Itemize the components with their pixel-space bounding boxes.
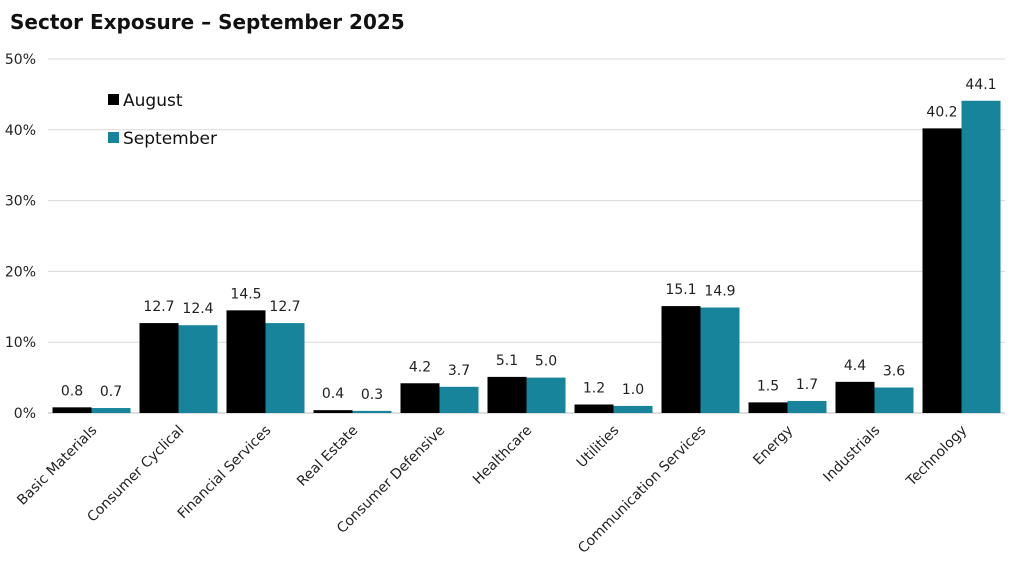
x-tick-label: Healthcare: [470, 423, 535, 488]
bar-august: [139, 323, 179, 413]
x-tick-label: Basic Materials: [14, 423, 100, 509]
data-label: 14.5: [230, 286, 261, 302]
bar-august: [748, 402, 788, 413]
data-label: 40.2: [926, 104, 957, 120]
bar-august: [400, 383, 440, 413]
data-label: 1.0: [622, 382, 644, 398]
y-tick-label: 30%: [5, 194, 36, 210]
data-label: 5.0: [535, 354, 557, 370]
bar-august: [922, 128, 962, 413]
bar-september: [874, 387, 914, 413]
legend-swatch-september: [108, 132, 119, 143]
y-tick-label: 50%: [5, 52, 36, 68]
y-tick-label: 20%: [5, 264, 36, 280]
x-tick-label: Utilities: [574, 423, 623, 472]
bar-september: [526, 377, 566, 413]
y-tick-label: 40%: [5, 123, 36, 139]
bars: [52, 100, 1001, 413]
data-label: 3.7: [448, 363, 470, 379]
data-label: 1.2: [583, 381, 605, 397]
x-tick-label: Energy: [750, 423, 796, 469]
legend-label-september: September: [123, 129, 217, 149]
data-label: 1.7: [796, 377, 818, 393]
bar-august: [313, 410, 353, 413]
bar-august: [661, 306, 701, 413]
bar-august: [574, 404, 614, 413]
data-label: 12.7: [269, 299, 300, 315]
bar-september: [439, 386, 479, 413]
data-label: 1.5: [757, 378, 779, 394]
bar-september: [613, 405, 653, 413]
bar-august: [52, 407, 92, 413]
bar-september: [178, 325, 218, 413]
y-tick-label: 0%: [14, 406, 36, 422]
x-tick-label: Industrials: [820, 423, 883, 486]
y-tick-label: 10%: [5, 335, 36, 351]
legend-label-august: August: [123, 91, 183, 111]
chart-title: Sector Exposure – September 2025: [10, 10, 405, 34]
x-tick-label: Consumer Cyclical: [84, 423, 187, 526]
bar-september: [787, 400, 827, 413]
data-label: 0.7: [100, 384, 122, 400]
bar-september: [265, 323, 305, 413]
data-label: 0.3: [361, 387, 383, 403]
data-label: 44.1: [965, 77, 996, 93]
data-label: 4.2: [409, 359, 431, 375]
y-axis: 0% 10% 20% 30% 40% 50%: [5, 52, 36, 422]
x-tick-label: Real Estate: [294, 423, 361, 490]
data-label: 12.7: [143, 299, 174, 315]
bar-august: [487, 376, 527, 413]
bar-september: [91, 408, 131, 413]
bar-august: [226, 310, 266, 413]
x-tick-label: Financial Services: [175, 423, 275, 523]
bar-august: [835, 381, 875, 413]
bar-september: [700, 307, 740, 413]
data-labels: 0.8 0.7 12.7 12.4 14.5 12.7 0.4 0.3 4.2 3.7 5.1 5.0…: [61, 77, 997, 403]
data-label: 5.1: [496, 353, 518, 369]
data-label: 3.6: [883, 364, 905, 380]
data-label: 14.9: [704, 284, 735, 300]
legend: August September: [108, 91, 217, 149]
legend-swatch-august: [108, 94, 119, 105]
data-label: 12.4: [182, 301, 213, 317]
data-label: 15.1: [665, 282, 696, 298]
data-label: 0.8: [61, 383, 83, 399]
data-label: 4.4: [844, 358, 866, 374]
bar-september: [961, 100, 1001, 413]
bar-september: [352, 410, 392, 413]
data-label: 0.4: [322, 386, 344, 402]
x-tick-label: Technology: [903, 423, 970, 490]
